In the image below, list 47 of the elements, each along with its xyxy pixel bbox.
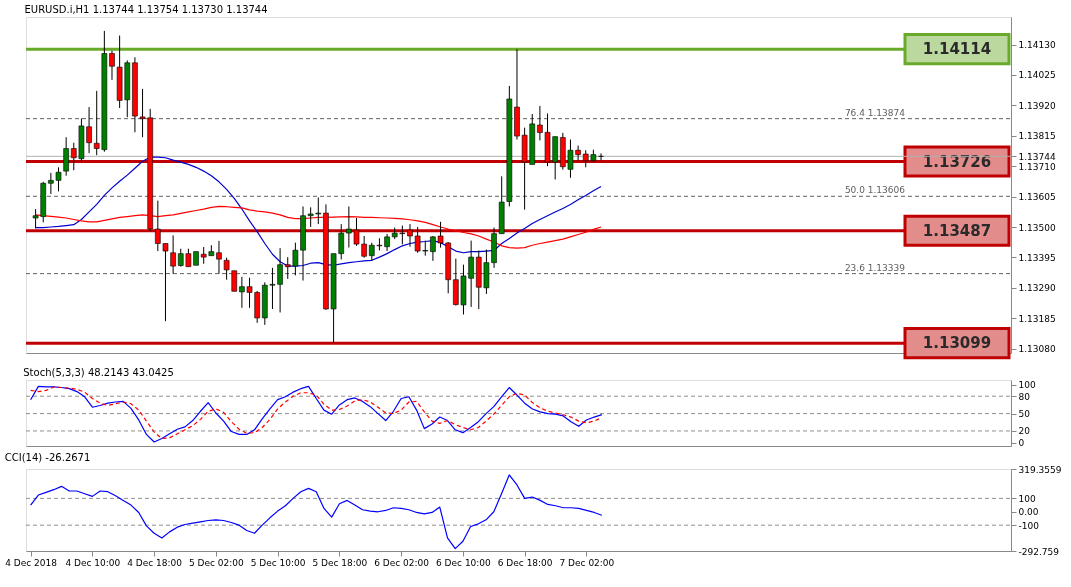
y-tick-label: 1.13290 (1018, 283, 1056, 294)
y-tick-label: 50 (1018, 409, 1031, 420)
y-tick-label: 1.13920 (1018, 100, 1056, 111)
x-tick-label: 5 Dec 18:00 (312, 557, 368, 568)
candlestick (216, 240, 222, 275)
x-tick-label: 4 Dec 18:00 (127, 557, 183, 568)
candlestick (63, 136, 69, 177)
ref-line-label: 1.14114 (922, 40, 992, 59)
y-tick-label: 1.13080 (1018, 344, 1056, 355)
x-tick-label: 4 Dec 2018 (5, 557, 58, 568)
x-tick-label: 6 Dec 10:00 (436, 557, 492, 568)
x-tick-label: 4 Dec 10:00 (65, 557, 121, 568)
x-tick-label: 6 Dec 18:00 (497, 557, 553, 568)
y-tick-label: 20 (1018, 426, 1031, 437)
y-tick-label: 100 (1018, 493, 1036, 504)
y-tick-label: 1.13710 (1018, 161, 1056, 172)
y-tick-label: 1.13744 (1018, 151, 1056, 162)
x-tick-label: 6 Dec 02:00 (374, 557, 430, 568)
y-tick-label: 1.13815 (1018, 131, 1056, 142)
chart-title: CCI(14) -26.2671 (4, 452, 91, 463)
y-tick-label: 1.13185 (1018, 313, 1056, 324)
x-tick-label: 5 Dec 10:00 (250, 557, 306, 568)
y-tick-label: -292.759 (1018, 546, 1060, 557)
ref-line-label: 50.0 1.13606 (844, 185, 906, 196)
y-tick-label: 1.13395 (1018, 252, 1056, 263)
y-tick-label: 0.00 (1018, 507, 1039, 518)
y-tick-label: 1.14130 (1018, 40, 1056, 51)
y-tick-label: 1.13605 (1018, 192, 1056, 203)
ref-line-label: 1.13099 (922, 334, 992, 353)
line-series (34, 156, 602, 267)
ref-line-label: 1.13726 (922, 152, 992, 171)
ref-line-label: 1.13487 (922, 221, 992, 240)
y-tick-label: 319.3559 (1018, 464, 1062, 475)
chart-title: EURUSD.i,H1 1.13744 1.13754 1.13730 1.13744 (24, 4, 268, 15)
x-tick-label: 5 Dec 02:00 (188, 557, 245, 568)
y-tick-label: 80 (1018, 391, 1031, 402)
y-tick-label: 1.13500 (1018, 222, 1056, 233)
ref-line-label: 76.4 1.13874 (844, 107, 906, 118)
line-series (30, 474, 603, 550)
y-tick-label: -100 (1018, 520, 1040, 531)
candlestick (170, 234, 176, 275)
y-tick-label: 1.14025 (1018, 70, 1056, 81)
y-tick-label: 100 (1018, 380, 1036, 391)
ref-line-label: 23.6 1.13339 (844, 262, 906, 273)
x-tick-label: 7 Dec 02:00 (559, 557, 615, 568)
y-tick-label: 0 (1018, 438, 1025, 449)
chart-title: Stoch(5,3,3) 48.2143 43.0425 (23, 367, 174, 378)
